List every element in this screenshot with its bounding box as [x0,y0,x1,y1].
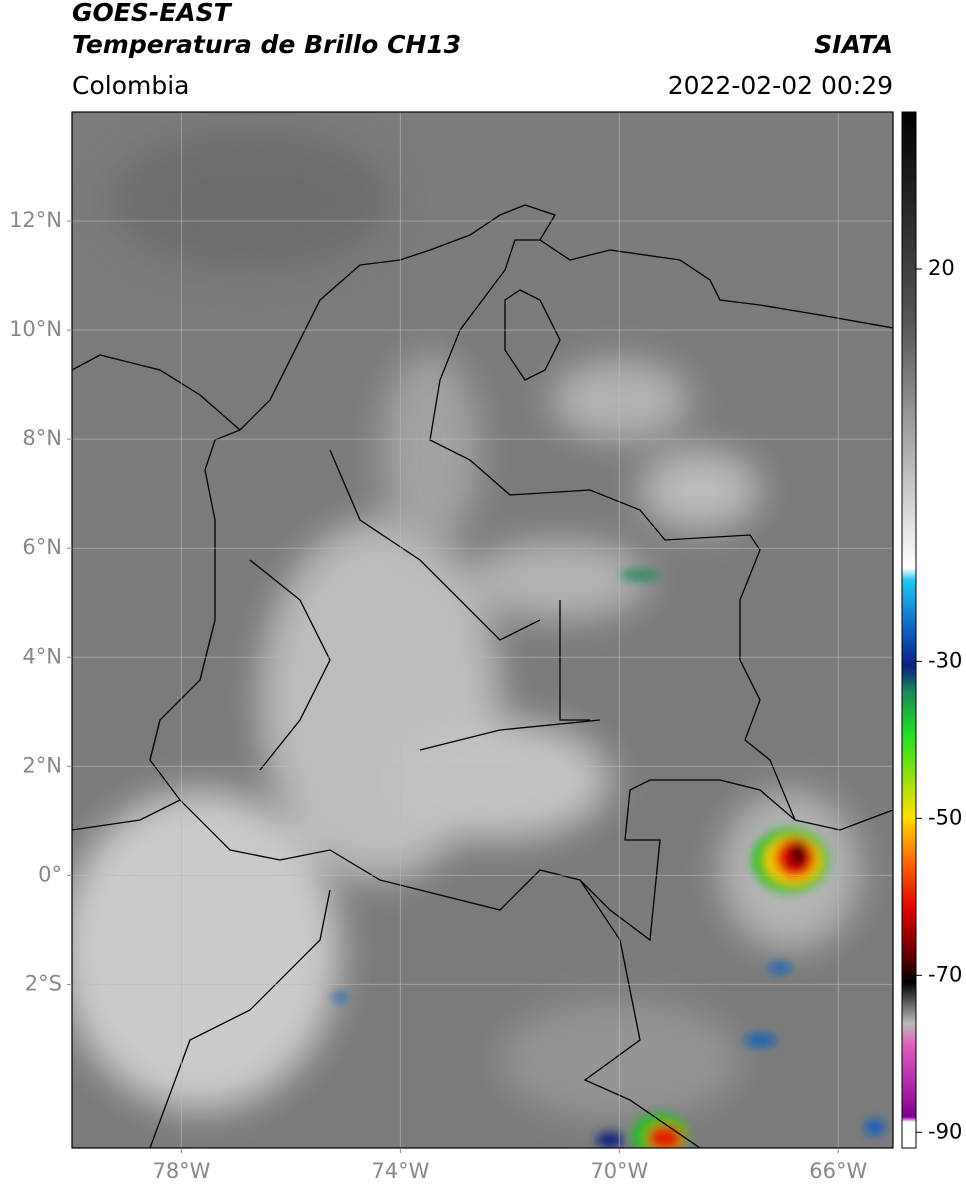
grid [72,112,893,1148]
y-tick-label: 12°N [9,208,62,232]
x-tick-label: 74°W [371,1159,429,1183]
y-tick-label: 2°N [22,753,62,777]
colorbar-tick-label: -50 [928,805,962,829]
y-tick-label: 8°N [22,426,62,450]
datetime: 2022-02-02 00:29 [668,71,893,100]
map-frame [71,111,894,1149]
y-tick-label: 2°S [25,971,62,995]
satellite-image [72,112,893,1148]
x-tick-label: 70°W [590,1159,648,1183]
colorbar [901,111,917,1149]
source: SIATA [814,30,893,59]
y-tick-label: 0° [38,862,62,886]
x-tick-label: 78°W [152,1159,210,1183]
colorbar-tick-label: 20 [928,256,955,280]
subtitle: Temperatura de Brillo CH13 [72,30,461,59]
y-tick-label: 6°N [22,535,62,559]
y-tick-label: 4°N [22,644,62,668]
region: Colombia [72,71,189,100]
colorbar-tick-label: -90 [928,1119,962,1143]
colorbar-tick-label: -30 [928,648,962,672]
y-tick-label: 10°N [9,317,62,341]
colorbar-tick-label: -70 [928,962,962,986]
x-tick-label: 66°W [809,1159,867,1183]
title: GOES-EAST [72,0,233,27]
